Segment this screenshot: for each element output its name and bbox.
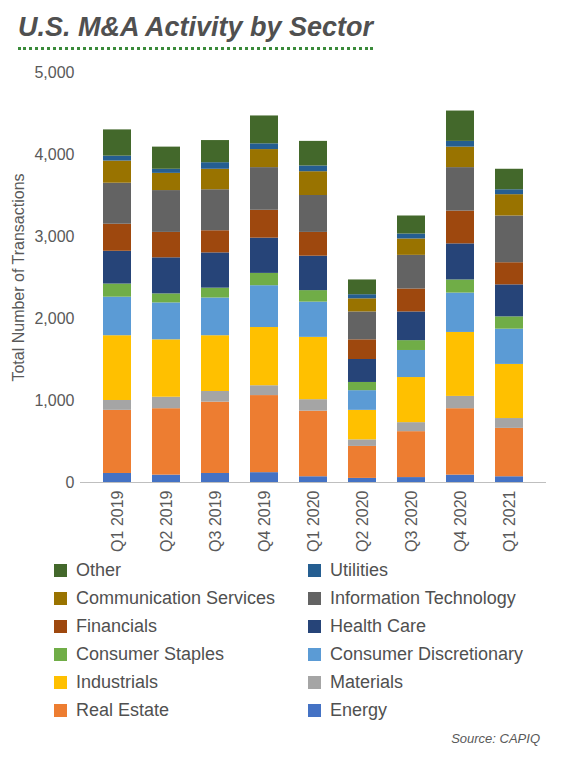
html-text:Energy: Energy (330, 700, 387, 720)
html-text:Communication Services: Communication Services (76, 588, 276, 608)
svg-text:Q2 2020: Q2 2020 (354, 490, 371, 551)
html-text:Utilities: Utilities (330, 560, 388, 580)
html-text:Real Estate: Real Estate (76, 700, 170, 720)
svg-text:Total Number of Transactions: Total Number of Transactions (10, 173, 27, 381)
html-text:Consumer Staples: Consumer Staples (76, 644, 225, 664)
svg-text:Q4 2019: Q4 2019 (256, 490, 273, 551)
svg-text:2,000: 2,000 (34, 310, 74, 327)
svg-text:3,000: 3,000 (34, 228, 74, 245)
html-text:Consumer Discretionary: Consumer Discretionary (330, 644, 524, 664)
html-text:Information Technology: Information Technology (330, 588, 516, 608)
html-text:U.S. M&A Activity by Sector: U.S. M&A Activity by Sector (18, 12, 374, 42)
svg-text:Q2 2019: Q2 2019 (158, 490, 175, 551)
svg-text:Q1 2019: Q1 2019 (109, 490, 126, 551)
svg-text:Q1 2020: Q1 2020 (305, 490, 322, 551)
svg-text:0: 0 (66, 474, 75, 491)
svg-text:Q3 2019: Q3 2019 (207, 490, 224, 551)
svg-text:Q1 2021: Q1 2021 (501, 490, 518, 551)
html-text:Financials: Financials (76, 616, 157, 636)
svg-text:1,000: 1,000 (34, 392, 74, 409)
html-text:Health Care: Health Care (330, 616, 426, 636)
svg-text:Q3 2020: Q3 2020 (403, 490, 420, 551)
html-text:Other: Other (76, 560, 121, 580)
html-text:Materials: Materials (330, 672, 403, 692)
svg-text:5,000: 5,000 (34, 64, 74, 81)
html-text:Industrials: Industrials (76, 672, 158, 692)
svg-text:4,000: 4,000 (34, 146, 74, 163)
html-text:Source: CAPIQ: Source: CAPIQ (451, 731, 540, 746)
svg-text:Q4 2020: Q4 2020 (452, 490, 469, 551)
